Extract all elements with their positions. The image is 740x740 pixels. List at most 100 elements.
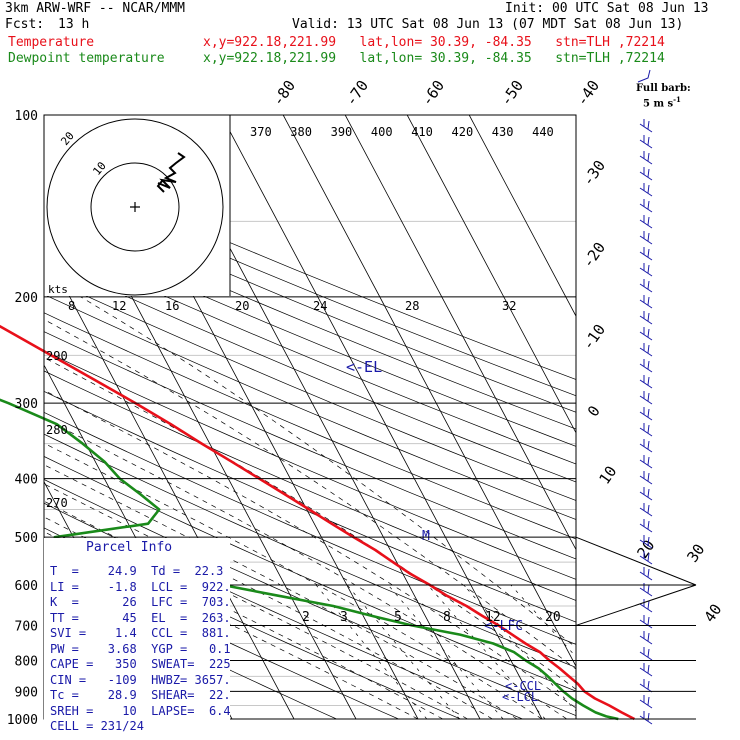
adiabat-label: 270 (46, 496, 68, 510)
wind-barb (639, 375, 653, 389)
level-annotation: <-CCL (505, 679, 541, 693)
temperature-legend: Temperature (8, 35, 95, 50)
mixing-ratio-label: 3 (340, 610, 348, 625)
forecast-label: Fcst: (5, 17, 45, 32)
wind-barb (639, 295, 653, 309)
wind-barb (639, 231, 653, 245)
isotherm-line (468, 115, 576, 317)
wind-barb (639, 647, 653, 661)
adiabat-label: 290 (46, 349, 68, 363)
parcel-info-row: CAPE = 350 SWEAT= 225 (50, 657, 231, 671)
parcel-info-row: SVI = 1.4 CCL = 881. (50, 626, 231, 640)
pressure-tick-label: 200 (15, 291, 38, 306)
dry-adiabat (44, 412, 576, 645)
wind-barb (639, 535, 653, 549)
wind-barb (639, 503, 653, 517)
parcel-info-row: PW = 3.68 YGP = 0.1 (50, 641, 231, 656)
pressure-tick-label: 600 (15, 579, 38, 594)
dry-adiabat (44, 579, 337, 719)
wind-barb (639, 471, 653, 485)
dry-adiabat (44, 241, 576, 465)
isotherm-label: 40 (700, 601, 725, 626)
isotherm-label: 20 (633, 537, 658, 562)
mixing-ratio-label: 8 (443, 610, 451, 625)
extension-edge (575, 536, 697, 586)
wind-barb (639, 279, 653, 293)
wind-barb (639, 407, 653, 421)
isotherm-label: -70 (342, 77, 372, 110)
isotherm-line (344, 115, 576, 551)
wind-barbs (637, 69, 653, 725)
barb-key-label: Full barb: (636, 83, 691, 94)
dry-adiabat (44, 258, 576, 483)
hodograph-speed-label: 24 (313, 299, 327, 313)
hodograph-speed-label: 32 (502, 299, 516, 313)
hodograph-center (130, 202, 140, 212)
wind-barb (639, 263, 653, 277)
wind-barb (639, 615, 653, 629)
isotherm-line (282, 115, 576, 668)
wind-barb (639, 631, 653, 645)
theta-label: 370 (250, 125, 272, 139)
dry-adiabat (44, 176, 576, 397)
theta-label: 410 (411, 125, 433, 139)
pressure-tick-label: 700 (15, 619, 38, 634)
wind-barb (639, 663, 653, 677)
parcel-info-row: CELL = 231/24 (50, 719, 144, 733)
wind-barb (639, 167, 653, 181)
wind-barb (639, 695, 653, 709)
wind-barb (639, 327, 653, 341)
isotherm-label: 10 (595, 463, 620, 488)
parcel-info-row: TT = 45 EL = 263. (50, 610, 231, 625)
isotherm-label: 0 (584, 402, 604, 420)
mixing-ratio-label: 5 (394, 610, 402, 625)
level-annotation: M (422, 529, 430, 544)
adiabat-label: 280 (46, 423, 68, 437)
level-annotation: <-LFC (484, 619, 523, 634)
pressure-tick-label: 300 (15, 397, 38, 412)
model-title: 3km ARW-WRF -- NCAR/MMM (5, 1, 186, 16)
parcel-info-row: T = 24.9 Td = 22.3 (50, 564, 224, 578)
mixing-ratio-label: 2 (302, 610, 310, 625)
parcel-info-row: SREH = 10 LAPSE= 6.4 (50, 703, 231, 718)
pressure-tick-label: 100 (15, 109, 38, 124)
wind-barb (639, 183, 653, 197)
hodograph-background (44, 115, 230, 296)
level-annotation: <-LCL (502, 690, 538, 704)
barb-key-icon (637, 69, 651, 83)
dewpoint-legend: Dewpoint temperature (8, 51, 165, 66)
wind-barb (639, 567, 653, 581)
wind-barb (639, 423, 653, 437)
dry-adiabat (44, 391, 576, 623)
wind-barb (639, 679, 653, 693)
theta-label: 440 (532, 125, 554, 139)
temperature-location: x,y=922.18,221.99 lat,lon= 30.39, -84.35… (203, 35, 665, 50)
wind-barb (639, 439, 653, 453)
isotherm-line (406, 115, 576, 434)
wind-barb (639, 311, 653, 325)
temperature-trace (0, 324, 635, 721)
wind-barb (639, 391, 653, 405)
isotherm-label: -60 (418, 77, 448, 110)
dry-adiabat (44, 433, 576, 668)
dry-adiabat (44, 208, 576, 430)
parcel-info-row: LI = -1.8 LCL = 922. (50, 579, 231, 594)
dry-adiabat (44, 331, 576, 560)
isotherm-label: -10 (579, 321, 609, 354)
init-time: Init: 00 UTC Sat 08 Jun 13 (505, 1, 709, 16)
moist-adiabat (44, 531, 419, 719)
wind-barb (639, 343, 653, 357)
theta-label: 430 (492, 125, 514, 139)
dry-adiabat (44, 312, 576, 540)
isotherm-label: -30 (579, 157, 609, 190)
wind-barb (639, 119, 653, 133)
moist-adiabat (44, 516, 443, 719)
parcel-info-title: Parcel Info (86, 540, 173, 555)
isotherm-line (44, 247, 295, 719)
hodograph-speed-label: 20 (235, 299, 249, 313)
wind-barb (639, 519, 653, 533)
wind-barb (639, 583, 653, 597)
pressure-tick-label: 500 (15, 531, 38, 546)
